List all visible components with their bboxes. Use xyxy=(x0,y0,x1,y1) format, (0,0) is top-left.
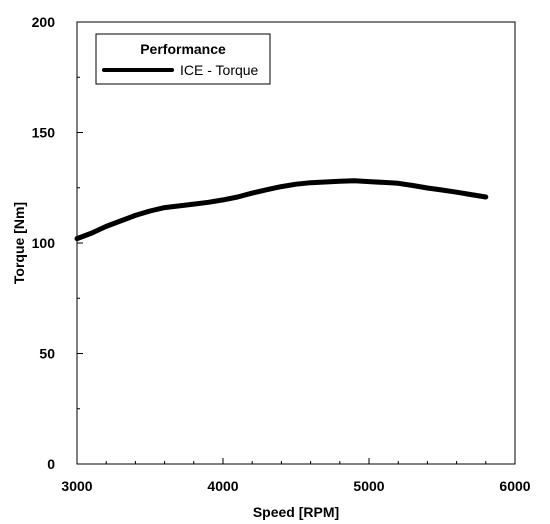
legend-title: Performance xyxy=(140,41,226,57)
series-line-0 xyxy=(74,178,489,242)
x-tick-label-4000: 4000 xyxy=(207,478,238,494)
x-tick-label-6000: 6000 xyxy=(499,478,530,494)
x-axis-label: Speed [RPM] xyxy=(253,504,339,520)
y-tick-label-150: 150 xyxy=(32,125,56,141)
series-layer xyxy=(74,178,489,242)
y-tick-label-100: 100 xyxy=(32,235,56,251)
x-tick-labels: 3000 4000 5000 6000 xyxy=(61,478,530,494)
y-tick-label-0: 0 xyxy=(47,456,55,472)
x-tick-label-5000: 5000 xyxy=(353,478,384,494)
legend-box xyxy=(95,33,271,85)
y-tick-labels: 0 50 100 150 200 xyxy=(32,14,56,472)
ticks-layer xyxy=(76,21,516,465)
legend: Performance ICE - Torque xyxy=(95,33,271,85)
legend-entry-ice-torque: ICE - Torque xyxy=(180,62,259,78)
y-tick-label-50: 50 xyxy=(39,346,55,362)
y-axis-label: Torque [Nm] xyxy=(11,202,27,284)
plot-frame xyxy=(76,21,516,465)
y-tick-label-200: 200 xyxy=(32,14,56,30)
x-tick-label-3000: 3000 xyxy=(61,478,92,494)
